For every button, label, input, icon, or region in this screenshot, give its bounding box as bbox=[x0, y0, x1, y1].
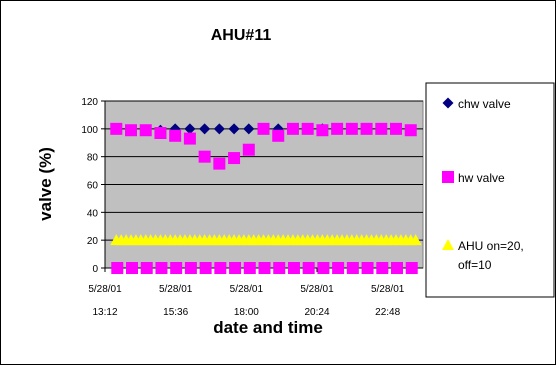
legend-marker bbox=[442, 97, 454, 109]
y-tick-labels: 0 20 40 60 80 100 120 bbox=[81, 97, 98, 275]
hw-valve-marker bbox=[243, 262, 256, 274]
y-tick-label: 80 bbox=[87, 153, 99, 164]
hw-valve-marker bbox=[183, 132, 196, 145]
x-tick-labels: 5/28/01 13:12 5/28/01 15:36 5/28/01 18:00 5/28… bbox=[88, 284, 404, 318]
hw-valve-marker bbox=[228, 152, 241, 165]
x-tick-date: 5/28/01 bbox=[159, 284, 193, 295]
hw-valve-marker bbox=[229, 262, 242, 274]
hw-valve-marker bbox=[126, 262, 139, 274]
x-tick-date: 5/28/01 bbox=[371, 284, 405, 295]
hw-valve-marker bbox=[110, 122, 123, 135]
chw-valve-marker bbox=[199, 123, 211, 135]
hw-valve-marker bbox=[111, 262, 124, 274]
y-tick-label: 60 bbox=[87, 181, 99, 192]
x-tick-time: 13:12 bbox=[92, 307, 117, 318]
hw-valve-marker bbox=[139, 124, 152, 137]
hw-valve-marker bbox=[302, 262, 315, 274]
legend-box bbox=[425, 82, 555, 298]
legend-label: off=10 bbox=[458, 258, 492, 272]
hw-valve-marker bbox=[155, 262, 168, 274]
y-tick-label: 40 bbox=[87, 208, 99, 219]
legend-label: hw valve bbox=[458, 171, 505, 185]
hw-valve-marker bbox=[273, 262, 286, 274]
chart-title: AHU#11 bbox=[211, 27, 272, 44]
y-tick-label: 20 bbox=[87, 236, 99, 247]
hw-valve-marker bbox=[184, 262, 197, 274]
hw-valve-marker bbox=[140, 262, 153, 274]
x-tick-time: 18:00 bbox=[234, 307, 259, 318]
y-tick-label: 0 bbox=[92, 264, 98, 275]
hw-valve-marker bbox=[198, 150, 211, 163]
legend: chw valve hw valve AHU on=20, off=10 bbox=[442, 97, 524, 272]
y-tick-label: 100 bbox=[81, 125, 98, 136]
legend-label: chw valve bbox=[458, 97, 511, 111]
hw-valve-marker bbox=[375, 122, 388, 135]
legend-marker bbox=[442, 171, 454, 183]
legend-marker bbox=[442, 239, 454, 250]
hw-valve-marker bbox=[170, 262, 183, 274]
hw-valve-marker bbox=[404, 124, 417, 137]
hw-valve-marker bbox=[214, 262, 227, 274]
hw-valve-marker bbox=[332, 262, 345, 274]
hw-valve-marker bbox=[169, 129, 182, 142]
x-tick-date: 5/28/01 bbox=[88, 284, 122, 295]
hw-valve-marker bbox=[213, 157, 226, 170]
x-tick-time: 15:36 bbox=[163, 307, 188, 318]
y-axis-label: valve (%) bbox=[36, 147, 55, 221]
hw-valve-marker bbox=[199, 262, 212, 274]
hw-valve-marker bbox=[272, 129, 285, 142]
hw-valve-marker bbox=[391, 262, 404, 274]
hw-valve-marker bbox=[287, 262, 300, 274]
x-tick-date: 5/28/01 bbox=[230, 284, 264, 295]
hw-valve-marker bbox=[125, 124, 138, 137]
legend-label: AHU on=20, bbox=[458, 239, 524, 253]
hw-valve-marker bbox=[331, 122, 344, 135]
hw-valve-marker bbox=[316, 124, 329, 137]
hw-valve-marker bbox=[301, 122, 314, 135]
hw-valve-marker bbox=[154, 127, 167, 140]
hw-valve-marker bbox=[286, 122, 299, 135]
hw-valve-marker bbox=[376, 262, 389, 274]
x-tick-time: 20:24 bbox=[304, 307, 329, 318]
hw-valve-marker bbox=[405, 262, 418, 274]
hw-valve-marker bbox=[257, 122, 270, 135]
x-tick-time: 22:48 bbox=[375, 307, 400, 318]
y-tick-label: 120 bbox=[81, 97, 98, 108]
x-axis-label: date and time bbox=[213, 318, 323, 337]
hw-valve-marker bbox=[345, 122, 358, 135]
hw-valve-marker bbox=[346, 262, 359, 274]
data-marks bbox=[110, 122, 422, 274]
hw-valve-marker bbox=[242, 143, 255, 156]
x-tick-date: 5/28/01 bbox=[300, 284, 334, 295]
chw-valve-marker bbox=[228, 123, 240, 135]
chw-valve-marker bbox=[243, 123, 255, 135]
hw-valve-marker bbox=[258, 262, 271, 274]
ahu-marker bbox=[409, 234, 422, 246]
hw-valve-marker bbox=[317, 262, 330, 274]
hw-valve-marker bbox=[361, 262, 374, 274]
hw-valve-marker bbox=[390, 122, 403, 135]
hw-valve-marker bbox=[360, 122, 373, 135]
chw-valve-marker bbox=[213, 123, 225, 135]
chw-valve-marker bbox=[184, 123, 196, 135]
